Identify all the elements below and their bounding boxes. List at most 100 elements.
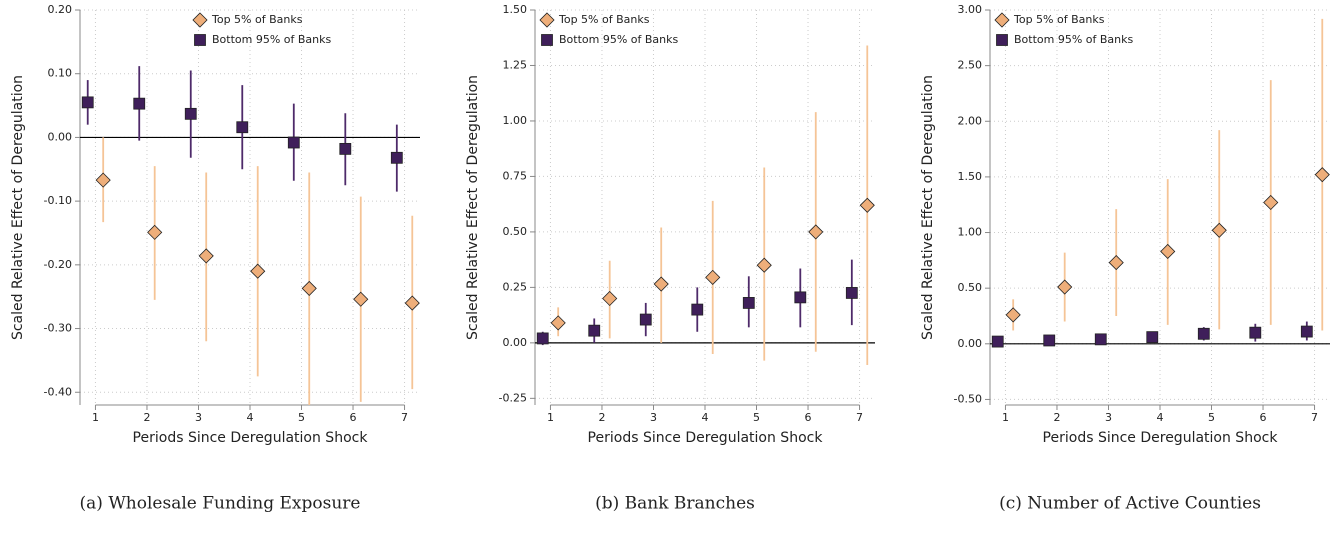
- x-axis-label: Periods Since Deregulation Shock: [1043, 430, 1279, 446]
- marker-square: [133, 97, 146, 110]
- legend-label: Bottom 95% of Banks: [1014, 33, 1134, 46]
- x-tick-label: 7: [1311, 411, 1318, 424]
- x-tick-label: 4: [247, 411, 254, 424]
- x-tick-label: 2: [598, 411, 605, 424]
- y-tick-label: -0.40: [44, 385, 72, 398]
- marker-square: [236, 121, 249, 134]
- marker-diamond: [198, 248, 214, 264]
- marker-square: [1197, 327, 1210, 340]
- marker-diamond: [1160, 243, 1176, 260]
- marker-square: [1249, 326, 1262, 339]
- marker-square: [339, 142, 352, 155]
- y-tick-label: 0.20: [48, 3, 73, 16]
- panel: -0.50 0.00 0.50 1.00 1.50 2.00 2.50 3.00 1 2 3 4 5 6 7…: [920, 3, 1330, 514]
- x-tick-label: 1: [92, 411, 99, 424]
- y-tick-label: -0.30: [44, 322, 72, 335]
- marker-diamond: [756, 257, 772, 273]
- y-axis-label: Scaled Relative Effect of Deregulation: [465, 75, 481, 340]
- panel: -0.40 -0.30 -0.20 -0.10 0.00 0.10 0.20 1 2 3 4 5 6 7 T…: [10, 3, 420, 514]
- marker-square: [639, 313, 652, 326]
- marker-diamond: [1314, 167, 1330, 183]
- marker-diamond: [1108, 255, 1124, 271]
- y-tick-label: 0.00: [48, 130, 73, 143]
- y-tick-label: -0.20: [44, 258, 72, 271]
- marker-square: [287, 136, 300, 149]
- legend-label: Top 5% of Banks: [558, 13, 650, 26]
- marker-square: [1146, 331, 1159, 344]
- marker-diamond: [550, 315, 566, 331]
- marker-square: [691, 303, 704, 316]
- y-tick-label: 0.00: [958, 337, 983, 350]
- panel: -0.25 0.00 0.25 0.50 0.75 1.00 1.25 1.50 1 2 3 4 5 6 7…: [465, 3, 875, 514]
- legend-swatch: [194, 34, 206, 46]
- x-tick-label: 6: [1260, 411, 1267, 424]
- marker-diamond: [1211, 222, 1227, 238]
- marker-square: [390, 151, 403, 164]
- marker-diamond: [404, 295, 420, 311]
- y-tick-label: -0.25: [499, 391, 527, 404]
- marker-diamond: [1057, 279, 1073, 295]
- y-tick-label: 1.50: [958, 170, 983, 183]
- x-tick-label: 2: [1053, 411, 1060, 424]
- y-tick-label: 0.10: [48, 67, 73, 80]
- y-tick-label: 2.00: [958, 114, 983, 127]
- marker-square: [536, 332, 549, 345]
- y-tick-label: 0.75: [503, 169, 528, 182]
- marker-diamond: [602, 290, 618, 307]
- x-tick-label: 3: [195, 411, 202, 424]
- marker-diamond: [653, 276, 669, 292]
- legend-swatch: [996, 34, 1008, 46]
- x-tick-label: 5: [298, 411, 305, 424]
- marker-diamond: [808, 224, 824, 240]
- x-tick-label: 6: [350, 411, 357, 424]
- y-tick-label: 1.00: [503, 114, 528, 127]
- x-axis-label: Periods Since Deregulation Shock: [133, 430, 369, 446]
- marker-square: [845, 287, 858, 299]
- marker-square: [184, 107, 197, 120]
- marker-square: [588, 324, 601, 337]
- x-axis-label: Periods Since Deregulation Shock: [588, 430, 824, 446]
- legend-label: Bottom 95% of Banks: [212, 33, 332, 46]
- x-tick-label: 3: [1105, 411, 1112, 424]
- marker-square: [991, 335, 1004, 348]
- marker-diamond: [147, 224, 163, 240]
- marker-diamond: [353, 291, 369, 307]
- marker-square: [1094, 333, 1107, 346]
- x-tick-label: 1: [1002, 411, 1009, 424]
- marker-square: [794, 291, 807, 304]
- marker-diamond: [1263, 194, 1279, 211]
- y-tick-label: 1.50: [503, 3, 528, 16]
- caption: (a) Wholesale Funding Exposure: [80, 494, 361, 514]
- legend-swatch: [994, 12, 1010, 28]
- x-tick-label: 7: [401, 411, 408, 424]
- x-tick-label: 5: [753, 411, 760, 424]
- legend-label: Bottom 95% of Banks: [559, 33, 679, 46]
- x-tick-label: 7: [856, 411, 863, 424]
- legend-label: Top 5% of Banks: [211, 13, 303, 26]
- x-tick-label: 5: [1208, 411, 1215, 424]
- marker-square: [1043, 334, 1056, 347]
- x-tick-label: 6: [805, 411, 812, 424]
- marker-diamond: [1005, 307, 1021, 323]
- y-tick-label: 1.00: [958, 226, 983, 239]
- marker-square: [1300, 325, 1313, 338]
- y-tick-label: 0.00: [503, 336, 528, 349]
- y-tick-label: -0.50: [954, 392, 982, 405]
- y-tick-label: 1.25: [503, 58, 528, 71]
- y-axis-label: Scaled Relative Effect of Deregulation: [10, 75, 26, 340]
- x-tick-label: 1: [547, 411, 554, 424]
- x-tick-label: 4: [702, 411, 709, 424]
- legend-swatch: [541, 34, 553, 46]
- y-tick-label: 0.50: [958, 281, 983, 294]
- y-tick-label: 0.25: [503, 280, 528, 293]
- y-tick-label: 2.50: [958, 59, 983, 72]
- legend-swatch: [192, 12, 208, 28]
- y-axis-label: Scaled Relative Effect of Deregulation: [920, 75, 936, 340]
- marker-diamond: [301, 280, 317, 296]
- x-tick-label: 4: [1157, 411, 1164, 424]
- marker-diamond: [250, 263, 266, 279]
- legend-swatch: [539, 12, 555, 28]
- marker-square: [81, 96, 94, 109]
- caption: (b) Bank Branches: [595, 494, 755, 514]
